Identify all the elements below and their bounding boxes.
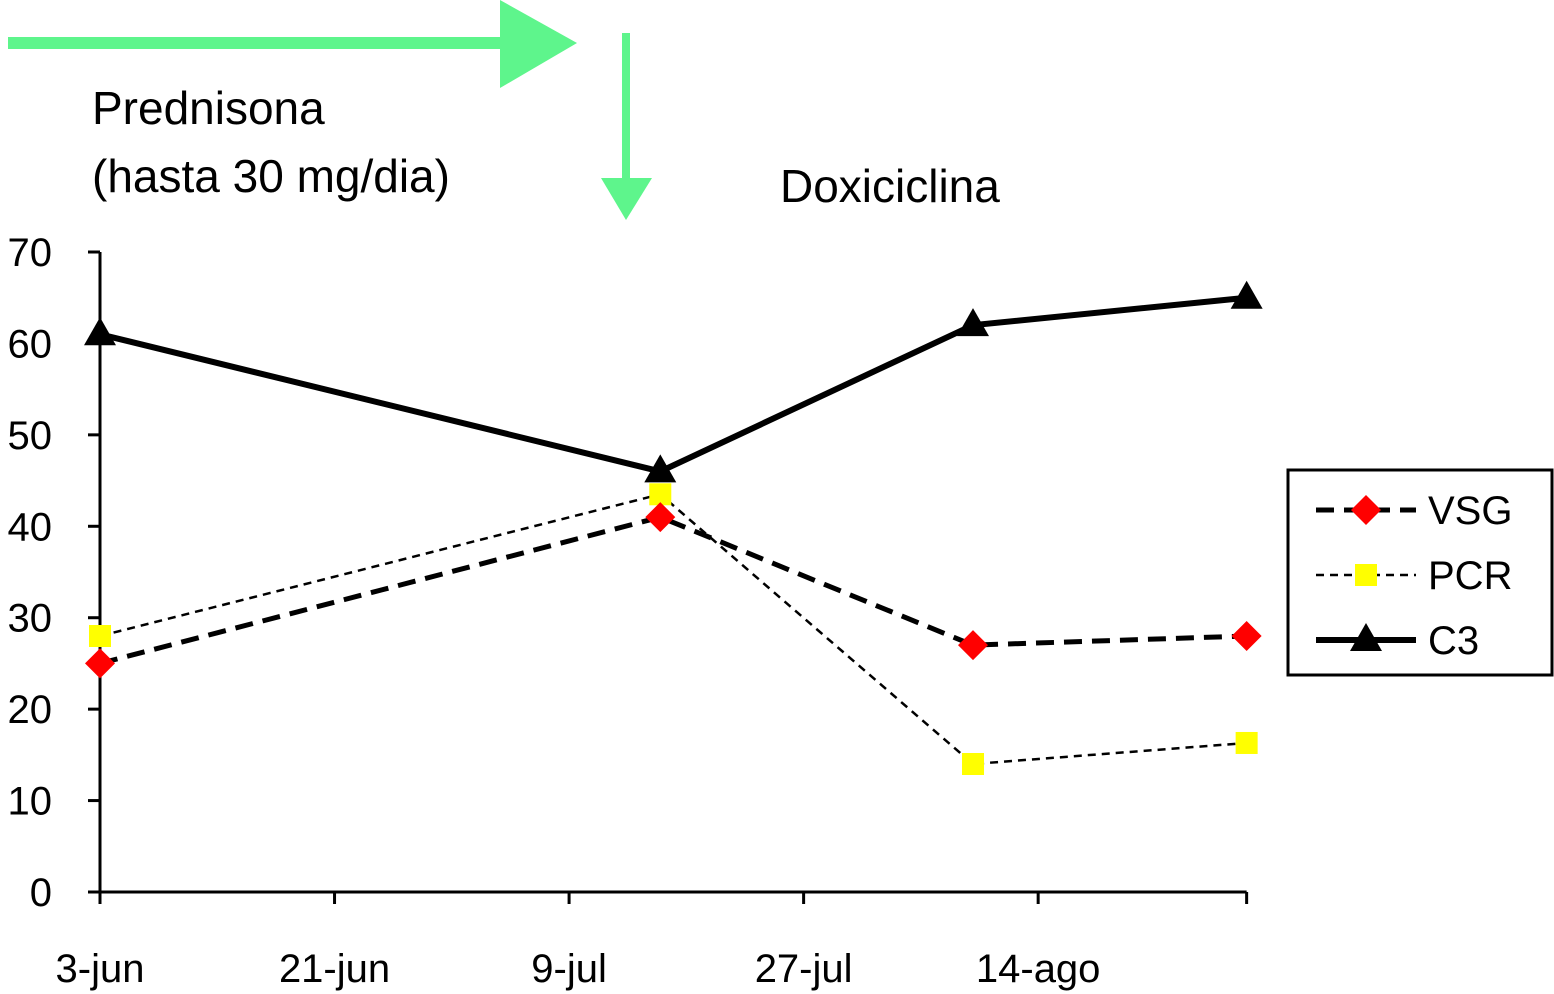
y-tick-label: 50 [8,414,53,458]
treatment-arrows [8,0,652,220]
prednisona-arrow-shaft [8,37,503,49]
data-point-c3 [1230,280,1263,309]
series-c3 [84,280,1263,483]
x-tick-label: 9-jul [531,947,607,991]
series-line-pcr [99,492,1247,766]
y-tick-label: 60 [8,322,53,366]
y-tick-label: 20 [8,688,53,732]
legend-label-pcr: PCR [1428,554,1512,598]
series-line-vsg [99,514,1247,666]
doxiciclina-arrow-shaft [622,33,630,181]
data-point-pcr [1235,731,1258,754]
data-point-pcr [649,483,672,506]
legend-label-vsg: VSG [1428,489,1512,533]
series-vsg [85,502,1262,679]
legend: VSG PCR C3 [1286,468,1554,677]
axes: 0 10 20 30 40 50 60 70 3-jun 21-jun 9-jul 27-jul 14-… [8,231,1249,991]
data-point-pcr [962,753,985,775]
data-point-vsg [1231,621,1262,651]
x-tick-label: 27-jul [755,947,853,991]
x-tick-label: 21-jun [279,947,390,991]
doxiciclina-label: Doxiciclina [780,160,1000,212]
data-point-pcr [89,625,111,647]
y-tick-label: 30 [8,597,53,641]
y-tick-label: 40 [8,505,53,549]
x-tick-label: 14-ago [976,947,1101,991]
data-point-vsg [85,648,115,679]
legend-marker-pcr [1355,564,1377,586]
prednisona-dose-label: (hasta 30 mg/dia) [92,150,450,202]
data-point-c3 [84,317,116,346]
doxiciclina-arrow-head [601,178,652,220]
legend-marker-c3 [1350,623,1382,651]
series-line-c3 [99,294,1247,475]
data-point-vsg [958,630,989,661]
y-tick-label: 0 [30,871,52,915]
y-tick-label: 10 [8,780,53,824]
data-point-vsg [645,502,676,533]
prednisona-arrow-head [500,0,577,88]
y-tick-label: 70 [8,231,53,275]
data-point-c3 [957,308,990,337]
prednisona-label: Prednisona [92,82,325,134]
data-point-c3 [644,454,677,483]
legend-label-c3: C3 [1428,619,1479,663]
legend-marker-vsg [1351,495,1381,525]
series-layer [84,280,1263,775]
x-tick-label: 3-jun [56,947,145,991]
series-pcr [89,483,1258,775]
